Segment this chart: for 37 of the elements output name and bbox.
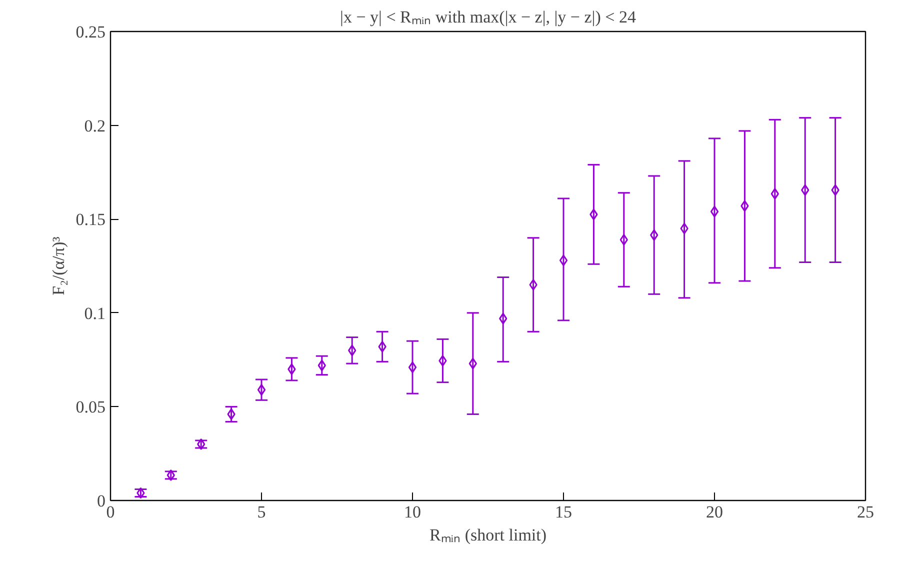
x-tick-label: 10 xyxy=(404,502,421,522)
point xyxy=(710,206,719,218)
point xyxy=(650,229,658,241)
point xyxy=(499,312,508,324)
x-tick-label: 20 xyxy=(706,502,723,522)
point xyxy=(831,184,840,196)
y-tick-label: 0.2 xyxy=(84,116,106,136)
point xyxy=(529,279,538,291)
point xyxy=(801,184,810,196)
point xyxy=(348,344,356,356)
point xyxy=(620,234,628,246)
point xyxy=(288,363,296,375)
point xyxy=(680,222,688,234)
point xyxy=(438,354,447,366)
chart-title: |x − y| < Rₘᵢₙ with max(|x − z|, |y − z|) < 24 xyxy=(340,8,636,26)
x-tick-label: 25 xyxy=(857,502,874,522)
point xyxy=(378,340,386,352)
point xyxy=(166,469,175,481)
point xyxy=(559,254,568,266)
point xyxy=(257,384,266,396)
point xyxy=(740,200,749,212)
point xyxy=(770,188,779,200)
point xyxy=(318,360,326,372)
point xyxy=(468,358,477,370)
y-axis-title: F₂/(α/π)³ xyxy=(48,236,68,296)
y-tick-label: 0.1 xyxy=(84,304,106,323)
x-tick-label: 5 xyxy=(257,502,266,522)
point xyxy=(227,408,236,420)
y-tick-label: 0.05 xyxy=(76,398,106,417)
point xyxy=(590,208,598,220)
point xyxy=(136,487,145,499)
y-tick-label: 0.25 xyxy=(76,22,106,42)
x-tick-label: 15 xyxy=(555,502,572,522)
point xyxy=(408,362,417,374)
point xyxy=(197,438,206,450)
y-tick-label: 0.15 xyxy=(76,210,106,230)
x-axis-title: Rₘᵢₙ (short limit) xyxy=(429,526,547,544)
